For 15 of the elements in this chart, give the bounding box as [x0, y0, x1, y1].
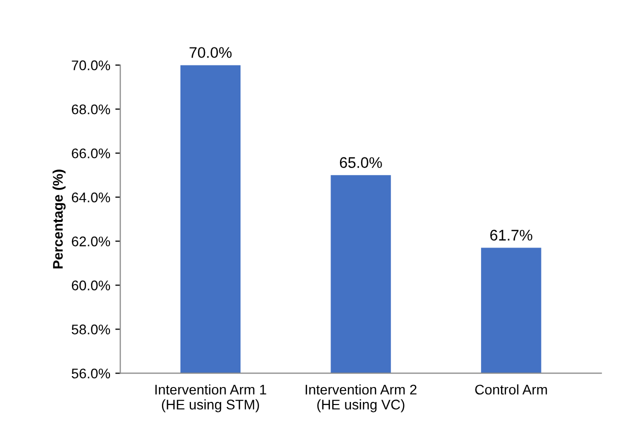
y-tick-label: 68.0%: [72, 104, 110, 114]
y-tick-label: 66.0%: [72, 148, 110, 158]
y-axis-title: Percentage (%): [52, 170, 66, 268]
y-tick-label: 58.0%: [72, 324, 110, 334]
data-label: 70.0%: [190, 47, 232, 58]
x-tick-label: Intervention Arm 1 (HE using STM): [155, 384, 266, 412]
y-tick-label: 62.0%: [72, 236, 110, 246]
x-tick-label: Control Arm: [475, 384, 547, 395]
y-tick-label: 56.0%: [72, 368, 110, 378]
x-tick-label: Intervention Arm 2 (HE using VC): [306, 384, 416, 412]
data-label: 65.0%: [340, 157, 382, 168]
y-tick-label: 60.0%: [72, 280, 110, 290]
data-label: 61.7%: [490, 230, 532, 241]
y-tick-label: 70.0%: [72, 60, 110, 70]
y-tick-label: 64.0%: [72, 192, 110, 202]
